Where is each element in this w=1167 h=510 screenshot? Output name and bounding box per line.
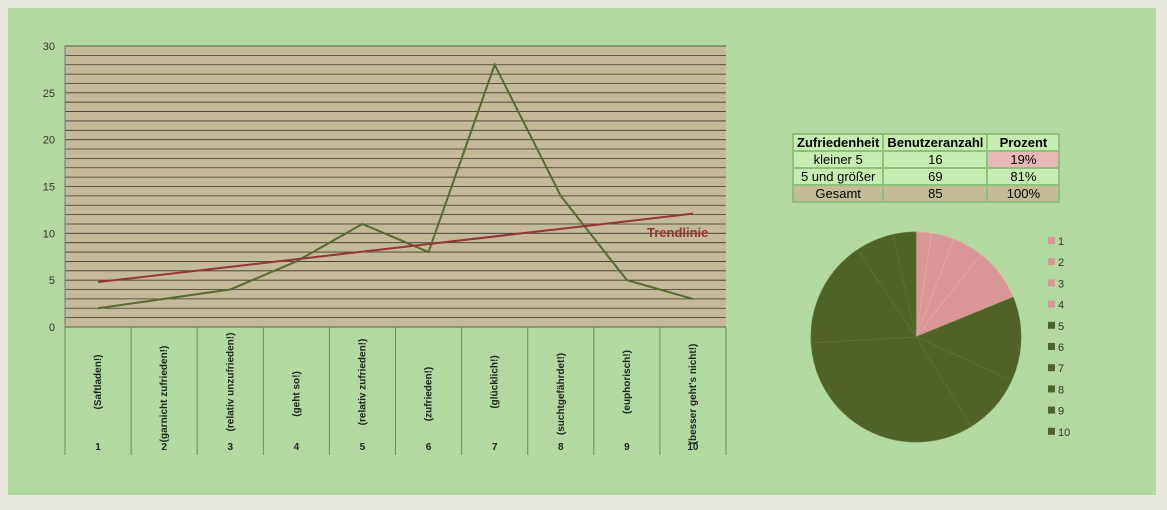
- legend-swatch: [1048, 321, 1055, 329]
- legend-swatch: [1048, 300, 1055, 308]
- y-tick-label: 10: [43, 228, 55, 240]
- legend-label: 9: [1058, 406, 1064, 418]
- category-label: (relativ unzufrieden!): [225, 333, 236, 432]
- legend-label: 10: [1058, 427, 1070, 439]
- legend-label: 8: [1058, 384, 1064, 396]
- legend-label: 5: [1058, 321, 1064, 333]
- legend-swatch: [1048, 343, 1055, 350]
- legend-label: 7: [1058, 363, 1064, 375]
- cell: kleiner 5: [791, 150, 885, 169]
- x-tick-label: 10: [687, 442, 699, 453]
- x-tick-label: 5: [360, 442, 366, 453]
- x-tick-label: 9: [624, 442, 630, 453]
- pie-slice: [810, 336, 972, 443]
- cell: 85: [882, 184, 989, 203]
- category-label: (glücklich!): [490, 355, 501, 408]
- legend-label: 4: [1058, 300, 1064, 312]
- x-tick-label: 6: [426, 442, 432, 453]
- cell: 81%: [986, 167, 1061, 186]
- legend-swatch: [1048, 237, 1055, 244]
- cell: 5 und größer: [791, 167, 885, 186]
- legend-label: 2: [1058, 257, 1064, 269]
- y-tick-label: 0: [49, 322, 55, 334]
- col-header: Prozent: [986, 133, 1061, 152]
- category-label: (geht so!): [291, 371, 302, 417]
- y-tick-label: 25: [43, 88, 55, 100]
- legend-label: 1: [1058, 236, 1064, 248]
- cell: 16: [882, 150, 989, 169]
- cell: 19%: [986, 150, 1061, 169]
- col-header: Zufriedenheit: [791, 133, 885, 152]
- category-label: (euphorisch!): [622, 350, 633, 414]
- summary-table: Zufriedenheit Benutzeranzahl Prozent klein…: [791, 133, 1061, 203]
- x-tick-label: 2: [161, 442, 167, 453]
- col-header: Benutzeranzahl: [882, 133, 989, 152]
- legend-swatch: [1048, 279, 1055, 287]
- x-tick-label: 8: [558, 442, 564, 453]
- trendline-label: Trendlinie: [647, 225, 708, 240]
- cell: Gesamt: [791, 184, 885, 203]
- cell: 100%: [986, 184, 1061, 203]
- x-tick-label: 7: [492, 442, 498, 453]
- trendline: [97, 212, 694, 284]
- category-label: (Saftladen!): [93, 355, 104, 410]
- x-tick-label: 4: [294, 442, 300, 453]
- data-line: [97, 62, 694, 310]
- legend-label: 3: [1058, 278, 1064, 290]
- legend-swatch: [1048, 258, 1055, 266]
- x-tick-label: 3: [227, 442, 233, 453]
- category-label: (suchtgefährdet!): [556, 353, 567, 435]
- legend-swatch: [1048, 427, 1055, 435]
- pie-slice: [892, 231, 917, 338]
- pie-slice: [915, 296, 1022, 381]
- cell: 69: [882, 167, 989, 186]
- y-tick-label: 15: [43, 182, 55, 194]
- legend-swatch: [1048, 406, 1055, 414]
- category-label: (garnicht zufrieden!): [159, 346, 170, 443]
- legend-swatch: [1048, 364, 1055, 372]
- category-label: (zufrieden!): [424, 367, 435, 421]
- y-tick-label: 30: [43, 41, 55, 53]
- y-tick-label: 5: [49, 275, 55, 287]
- category-label: (relativ zufrieden!): [357, 339, 368, 426]
- legend-swatch: [1048, 385, 1055, 393]
- legend-label: 6: [1058, 342, 1064, 354]
- y-tick-label: 20: [43, 135, 55, 147]
- pie-slice: [810, 249, 917, 344]
- category-label: (besser geht's nicht!): [688, 344, 699, 445]
- x-tick-label: 1: [95, 442, 101, 453]
